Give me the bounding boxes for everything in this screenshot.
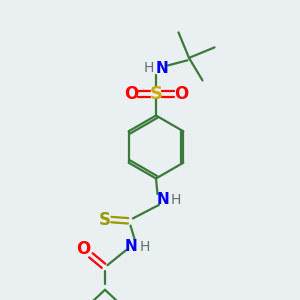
Text: H: H [171, 193, 181, 206]
Text: N: N [156, 192, 169, 207]
Text: H: H [140, 240, 150, 254]
Text: S: S [98, 211, 110, 229]
Text: N: N [124, 239, 137, 254]
Text: O: O [124, 85, 138, 103]
Text: O: O [174, 85, 188, 103]
Text: O: O [76, 240, 91, 258]
Text: H: H [144, 61, 154, 75]
Text: N: N [156, 61, 168, 76]
Text: S: S [149, 85, 163, 103]
